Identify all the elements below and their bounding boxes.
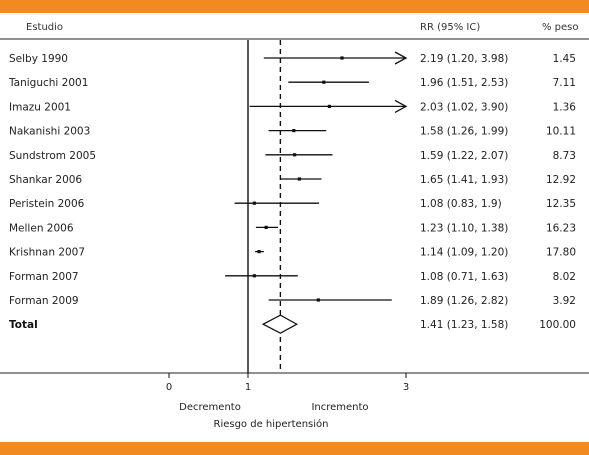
study-weight: 16.23 [546, 222, 576, 234]
study-weight: 1.36 [553, 101, 577, 113]
study-name: Mellen 2006 [9, 222, 74, 234]
total-diamond [261, 314, 299, 334]
top-band [0, 0, 589, 13]
study-weight: 8.02 [553, 271, 576, 283]
x-tick-label: 3 [403, 382, 409, 393]
study-name: Taniguchi 2001 [8, 77, 88, 89]
study-weight: 10.11 [546, 126, 576, 138]
point-estimate [293, 153, 297, 157]
ci-arrow [394, 99, 408, 113]
x-label-left: Decremento [179, 402, 241, 413]
point-estimate [327, 104, 331, 108]
bottom-band [0, 442, 589, 455]
point-estimate [252, 274, 256, 278]
x-tick-label: 1 [245, 382, 251, 393]
header-weight: % peso [542, 22, 579, 33]
ci-arrow [394, 51, 408, 65]
total-rr-ci: 1.41 (1.23, 1.58) [420, 319, 508, 331]
study-rr-ci: 1.23 (1.10, 1.38) [420, 222, 508, 234]
point-estimate [340, 56, 344, 60]
point-estimate [257, 250, 261, 254]
x-tick-label: 0 [166, 382, 172, 393]
study-name: Peristein 2006 [9, 198, 85, 210]
total-label: Total [9, 319, 38, 331]
study-name: Forman 2009 [9, 295, 79, 307]
study-weight: 3.92 [553, 295, 576, 307]
header-study: Estudio [26, 22, 63, 33]
study-weight: 1.45 [553, 53, 576, 65]
study-rr-ci: 1.08 (0.83, 1.9) [420, 198, 502, 210]
point-estimate [316, 298, 320, 302]
study-weight: 12.35 [546, 198, 576, 210]
study-rr-ci: 2.19 (1.20, 3.98) [420, 53, 508, 65]
study-name: Nakanishi 2003 [9, 126, 90, 138]
study-rr-ci: 1.59 (1.22, 2.07) [420, 150, 508, 162]
study-rr-ci: 1.65 (1.41, 1.93) [420, 174, 508, 186]
study-weight: 17.80 [546, 247, 576, 259]
study-rr-ci: 1.96 (1.51, 2.53) [420, 77, 508, 89]
study-name: Sundstrom 2005 [9, 150, 96, 162]
study-rr-ci: 2.03 (1.02, 3.90) [420, 101, 508, 113]
point-estimate [297, 177, 301, 181]
study-rr-ci: 1.58 (1.26, 1.99) [420, 126, 508, 138]
point-estimate [252, 201, 256, 205]
study-rr-ci: 1.08 (0.71, 1.63) [420, 271, 508, 283]
study-name: Krishnan 2007 [9, 247, 85, 259]
x-axis-title: Riesgo de hipertensión [214, 418, 329, 430]
total-weight: 100.00 [539, 319, 576, 331]
study-weight: 7.11 [553, 77, 576, 89]
study-name: Selby 1990 [9, 53, 68, 65]
study-rr-ci: 1.14 (1.09, 1.20) [420, 247, 508, 259]
study-weight: 12.92 [546, 174, 576, 186]
study-name: Imazu 2001 [9, 101, 71, 113]
point-estimate [292, 129, 296, 133]
study-name: Shankar 2006 [9, 174, 82, 186]
study-rr-ci: 1.89 (1.26, 2.82) [420, 295, 508, 307]
study-name: Forman 2007 [9, 271, 79, 283]
point-estimate [322, 80, 326, 84]
study-weight: 8.73 [553, 150, 576, 162]
point-estimate [264, 225, 268, 229]
header-rr: RR (95% IC) [420, 22, 480, 33]
x-label-right: Incremento [311, 402, 368, 413]
